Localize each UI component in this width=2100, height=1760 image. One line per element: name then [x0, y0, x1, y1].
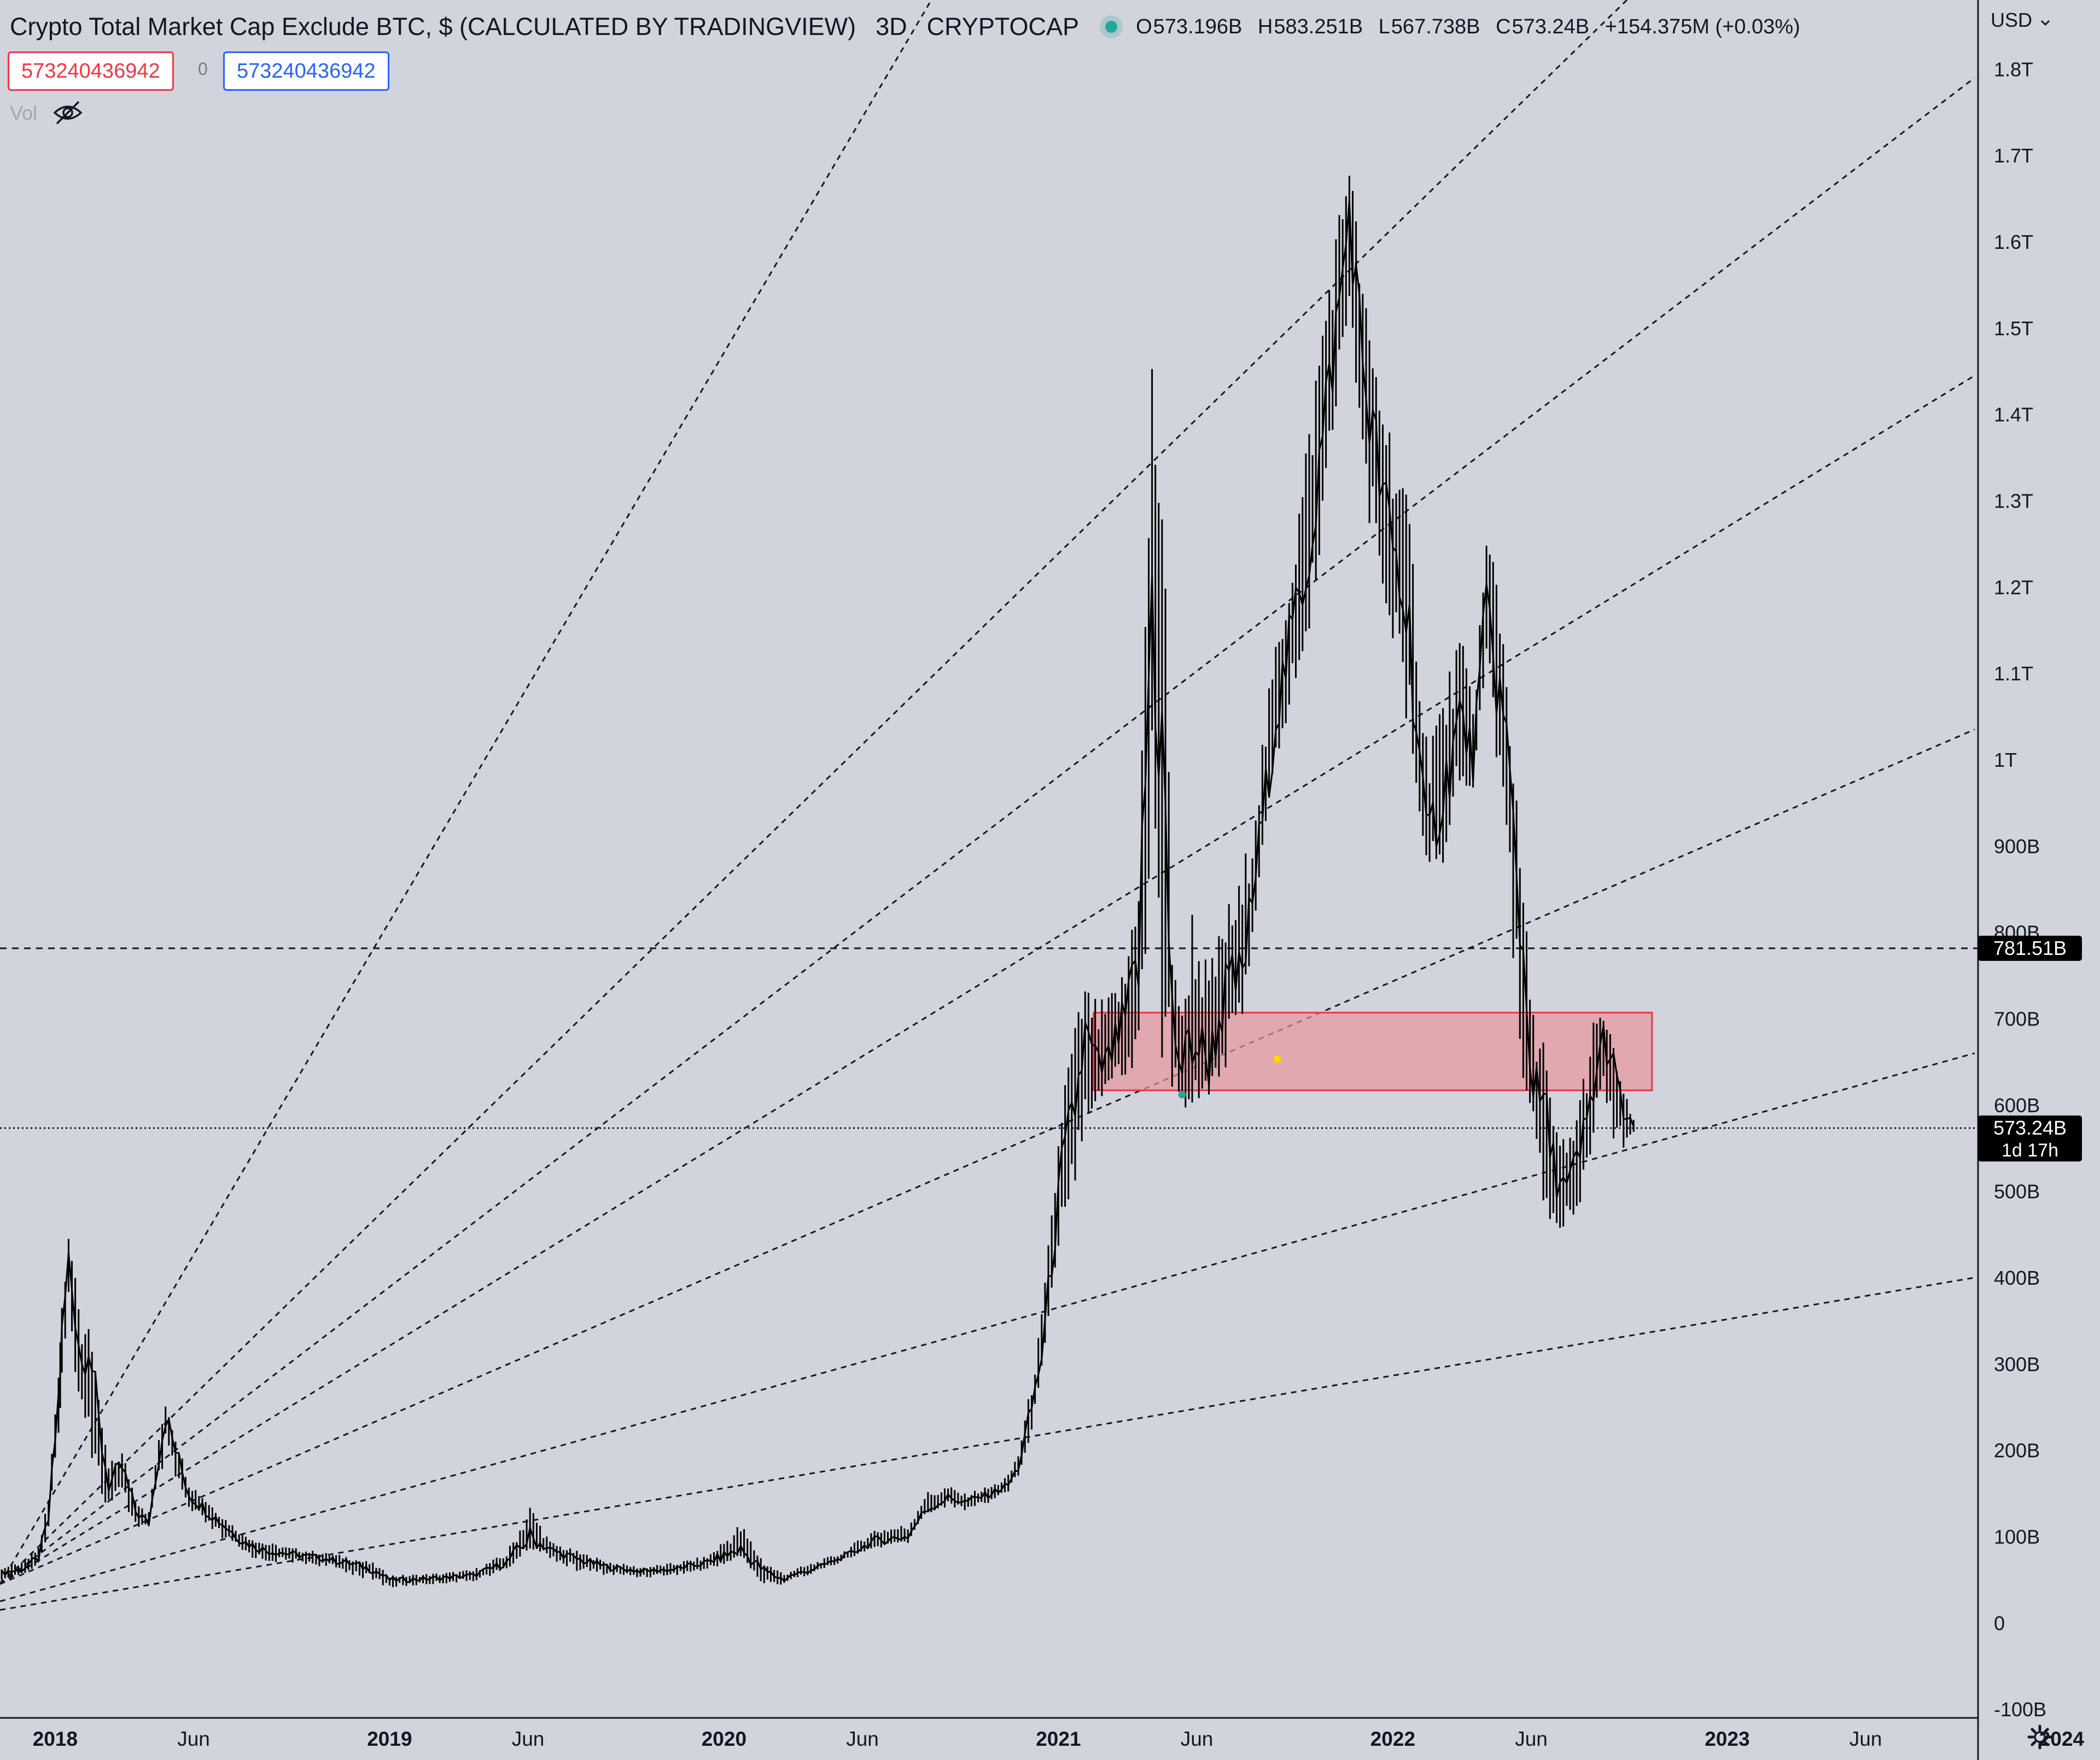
- line-price-label: 781.51B: [1978, 935, 2082, 961]
- market-status-dot: [1105, 21, 1118, 33]
- y-tick-label: 1.7T: [1994, 144, 2033, 167]
- zone-layer[interactable]: [1093, 1011, 1653, 1092]
- markers: [1178, 1055, 1281, 1099]
- price-axis[interactable]: -100B0100B200B300B400B500B600B700B800B90…: [1994, 58, 2046, 1721]
- close-key: C: [1496, 15, 1511, 38]
- x-tick-label: Jun: [846, 1728, 879, 1750]
- fan-line[interactable]: [0, 729, 1975, 1585]
- blue-value-input[interactable]: 573240436942: [223, 51, 389, 91]
- timeframe-label[interactable]: 3D: [876, 13, 907, 40]
- x-tick-label: 2021: [1036, 1728, 1081, 1750]
- price-label-bg: [1978, 935, 2082, 961]
- price-label-text: 781.51B: [1993, 937, 2067, 959]
- x-tick-label: 2020: [702, 1728, 746, 1750]
- x-tick-label: Jun: [512, 1728, 545, 1750]
- x-tick-label: 2023: [1705, 1728, 1749, 1750]
- y-tick-label: 100B: [1994, 1526, 2040, 1548]
- close-value: 573.24B: [1512, 15, 1590, 38]
- eye-off-icon[interactable]: [52, 98, 83, 127]
- open-value: 573.196B: [1153, 15, 1242, 38]
- x-tick-label: 2019: [367, 1728, 412, 1750]
- price-label-bg: [1978, 1115, 2082, 1162]
- change-value: +154.375M (+0.03%): [1605, 15, 1800, 38]
- fan-line[interactable]: [0, 1277, 1975, 1611]
- fan-line[interactable]: [0, 0, 932, 1585]
- y-tick-label: 1.5T: [1994, 317, 2033, 340]
- yellow-marker: [1273, 1055, 1281, 1063]
- y-tick-label: 200B: [1994, 1440, 2040, 1462]
- y-tick-label: 1.2T: [1994, 576, 2033, 598]
- y-tick-label: 1T: [1994, 749, 2017, 771]
- middle-value: 0: [198, 59, 208, 79]
- highlight-zone[interactable]: [1093, 1011, 1653, 1092]
- high-key: H: [1257, 15, 1273, 38]
- time-axis[interactable]: 2018 Jun 2019 Jun 2020 Jun 2021 Jun 2022 Jun 2023 J…: [33, 1728, 2085, 1750]
- y-tick-label: 700B: [1994, 1008, 2040, 1030]
- price-line: [1, 200, 1635, 1583]
- x-tick-label: 2022: [1370, 1728, 1415, 1750]
- currency-selector[interactable]: USD: [1991, 9, 2051, 32]
- gear-icon[interactable]: [2026, 1723, 2054, 1751]
- horizontal-lines[interactable]: [0, 947, 1978, 1129]
- x-tick-label: Jun: [1515, 1728, 1548, 1750]
- low-value: 567.738B: [1391, 15, 1480, 38]
- chart-header: Crypto Total Market Cap Exclude BTC, $ (…: [10, 8, 1800, 46]
- price-candles: [1, 176, 1635, 1587]
- chevron-down-icon: [2040, 20, 2050, 26]
- y-tick-label: 0: [1994, 1612, 2005, 1634]
- volume-label: Vol: [10, 102, 38, 124]
- y-tick-label: 1.4T: [1994, 404, 2033, 426]
- y-tick-label: 400B: [1994, 1267, 2040, 1289]
- y-tick-label: 600B: [1994, 1094, 2040, 1116]
- y-tick-label: 1.8T: [1994, 58, 2033, 80]
- y-tick-label: 300B: [1994, 1353, 2040, 1376]
- fan-line[interactable]: [0, 1052, 1975, 1602]
- green-marker: [1178, 1091, 1186, 1099]
- high-value: 583.251B: [1274, 15, 1363, 38]
- exchange-label[interactable]: CRYPTOCAP: [926, 13, 1080, 40]
- x-tick-label: Jun: [1850, 1728, 1882, 1750]
- y-tick-label: 1.1T: [1994, 662, 2033, 685]
- y-tick-label: 900B: [1994, 835, 2040, 858]
- fan-line[interactable]: [0, 375, 1975, 1585]
- red-value-input[interactable]: 573240436942: [8, 51, 174, 91]
- x-tick-label: Jun: [177, 1728, 210, 1750]
- price-label-text: 573.24B: [1993, 1117, 2067, 1139]
- open-key: O: [1136, 15, 1152, 38]
- ohlc-values: O573.196B H583.251B L567.738B C573.24B +…: [1136, 15, 1800, 39]
- x-tick-label: Jun: [1181, 1728, 1214, 1750]
- countdown-text: 1d 17h: [2002, 1140, 2058, 1161]
- symbol-title[interactable]: Crypto Total Market Cap Exclude BTC, $ (…: [10, 13, 856, 40]
- fan-lines[interactable]: [0, 0, 1975, 1611]
- currency-label: USD: [1991, 9, 2033, 31]
- y-tick-label: 1.6T: [1994, 231, 2033, 253]
- y-tick-label: 500B: [1994, 1180, 2040, 1203]
- fan-line[interactable]: [0, 77, 1975, 1585]
- low-key: L: [1378, 15, 1390, 38]
- y-tick-label: -100B: [1994, 1698, 2046, 1721]
- x-tick-label: 2018: [33, 1728, 78, 1750]
- y-tick-label: 1.3T: [1994, 489, 2033, 512]
